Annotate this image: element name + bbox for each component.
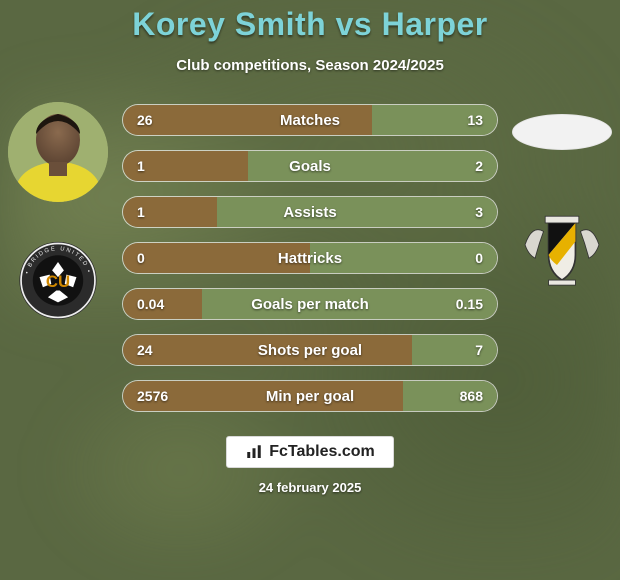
page-title: Korey Smith vs Harper <box>0 6 620 43</box>
stat-row: 0.040.15Goals per match <box>122 288 498 320</box>
player-avatar-left <box>8 102 108 202</box>
right-column <box>512 102 612 296</box>
club-badge-left: CU • BRIDGE UNITED • <box>16 236 100 330</box>
stat-row: 13Assists <box>122 196 498 228</box>
svg-text:CU: CU <box>46 272 70 291</box>
bar-fill-right <box>217 197 498 227</box>
stat-value-right: 3 <box>461 197 497 227</box>
stat-value-left: 24 <box>123 335 167 365</box>
stat-value-left: 2576 <box>123 381 182 411</box>
brand-badge: FcTables.com <box>226 436 394 468</box>
club-crest-icon <box>520 202 604 296</box>
club-badge-right <box>520 202 604 296</box>
stat-row: 247Shots per goal <box>122 334 498 366</box>
footer-date: 24 february 2025 <box>259 480 362 495</box>
stat-value-right: 868 <box>446 381 497 411</box>
avatar-silhouette-icon <box>8 102 108 202</box>
stat-value-right: 13 <box>453 105 497 135</box>
stat-value-left: 0.04 <box>123 289 178 319</box>
stat-row: 12Goals <box>122 150 498 182</box>
stat-value-right: 0 <box>461 243 497 273</box>
footer: FcTables.com 24 february 2025 <box>0 436 620 495</box>
player-avatar-right-placeholder <box>512 114 612 150</box>
brand-label: FcTables.com <box>269 443 375 461</box>
stat-value-left: 1 <box>123 197 159 227</box>
infographic-root: Korey Smith vs Harper Club competitions,… <box>0 0 620 580</box>
club-crest-icon: CU • BRIDGE UNITED • <box>16 236 100 330</box>
page-subtitle: Club competitions, Season 2024/2025 <box>0 57 620 74</box>
stat-row: 00Hattricks <box>122 242 498 274</box>
stat-value-left: 1 <box>123 151 159 181</box>
left-column: CU • BRIDGE UNITED • <box>8 102 108 330</box>
stat-value-left: 26 <box>123 105 167 135</box>
stat-value-right: 7 <box>461 335 497 365</box>
stat-row: 2613Matches <box>122 104 498 136</box>
stat-row: 2576868Min per goal <box>122 380 498 412</box>
stat-value-right: 2 <box>461 151 497 181</box>
main-layout: CU • BRIDGE UNITED • 2613Matches12Goals1… <box>0 102 620 412</box>
comparison-bars: 2613Matches12Goals13Assists00Hattricks0.… <box>122 102 498 412</box>
bar-fill-right <box>248 151 497 181</box>
stat-value-right: 0.15 <box>442 289 497 319</box>
stat-value-left: 0 <box>123 243 159 273</box>
bar-chart-icon <box>245 443 263 461</box>
